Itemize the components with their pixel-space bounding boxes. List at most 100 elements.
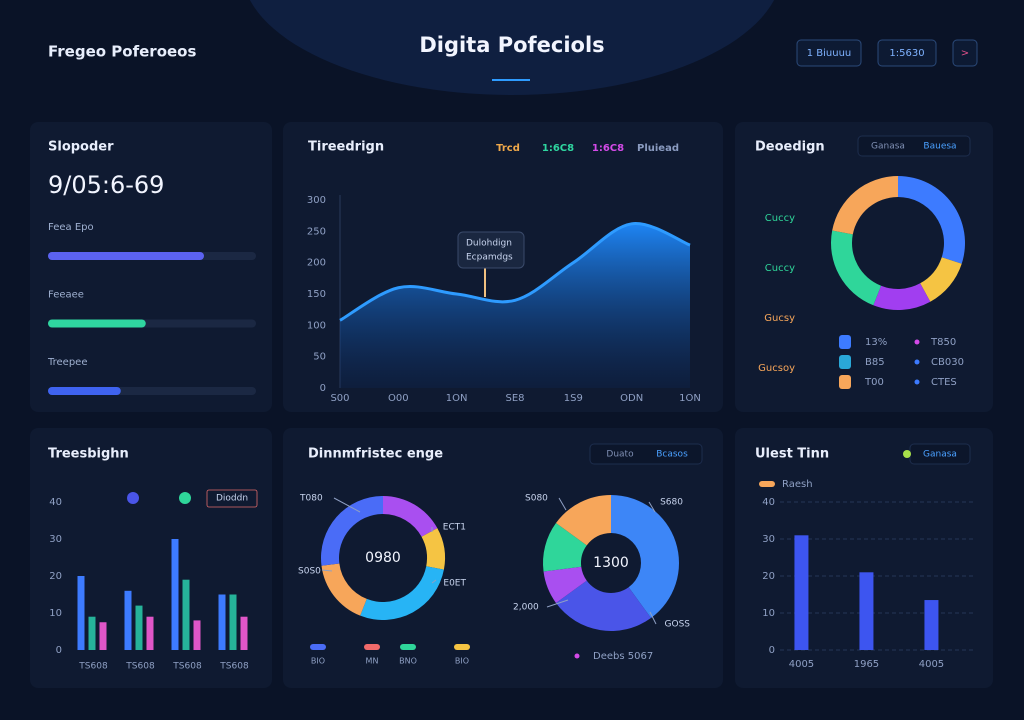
x-tick-label: O00 (388, 393, 409, 404)
legend-label: T00 (864, 377, 884, 388)
legend-label: T850 (930, 337, 956, 348)
line (339, 222, 691, 322)
donut-segment (873, 283, 931, 310)
legend-dot (914, 339, 920, 345)
tab[interactable]: Ganasa (871, 142, 905, 152)
y-tick-label: 100 (307, 320, 326, 331)
panel-title: Slopoder (48, 140, 114, 155)
legend-label: BNO (399, 657, 417, 666)
callout (333, 497, 361, 513)
legend-dot (914, 359, 920, 365)
x-tick-label: 4005 (919, 659, 944, 670)
tab[interactable]: Ganasa (923, 450, 957, 460)
y-tick-label: 10 (762, 608, 775, 619)
donut-label: ECT1 (443, 523, 466, 533)
legend-dot (574, 653, 580, 659)
donut-segment (555, 495, 611, 546)
donut-segment (898, 176, 965, 264)
header-glow (249, 0, 775, 95)
callout (431, 579, 437, 584)
progress-bar (48, 252, 204, 260)
y-tick-label: 0 (320, 383, 326, 394)
donut-segment (321, 496, 383, 566)
header-button[interactable] (877, 39, 937, 67)
panel-title: Deoedign (755, 140, 825, 155)
legend-chip (759, 481, 775, 487)
legend-chip (310, 644, 326, 650)
legend-item: 1:6C8 (592, 143, 624, 154)
legend-dot (179, 492, 191, 504)
bar (77, 576, 85, 650)
donut-label: S0S0 (298, 567, 321, 577)
y-tick-label: 0 (56, 645, 62, 656)
legend-chip (400, 644, 416, 650)
x-tick-label: 4005 (789, 659, 814, 670)
bar (924, 600, 939, 650)
donut-label: S680 (660, 498, 683, 508)
y-tick-label: 200 (307, 258, 326, 269)
header-button[interactable] (952, 39, 978, 67)
progress-label: Feea Epo (48, 222, 94, 233)
bar (193, 620, 201, 650)
legend-dot (914, 379, 920, 385)
tab[interactable]: Bcasos (656, 450, 688, 460)
tooltip-text: Dulohdign (466, 239, 512, 249)
legend-item: Pluiead (637, 143, 679, 154)
donut-label: S080 (525, 494, 548, 504)
x-tick-label: 1ON (446, 393, 468, 404)
tab-group (857, 135, 971, 157)
legend-label: Deebs 5067 (593, 651, 653, 662)
area (340, 223, 690, 388)
bar (229, 594, 237, 650)
donut-segment (831, 230, 882, 306)
button-label: > (961, 48, 969, 59)
x-tick-label: 1ON (679, 393, 701, 404)
y-tick-label: 30 (762, 534, 775, 545)
tab[interactable]: Bauesa (923, 142, 956, 152)
legend-label: BIO (311, 657, 325, 666)
donut-segment (543, 523, 587, 572)
panel-title: Dinnmfristec enge (308, 447, 443, 462)
donut-segment (832, 176, 898, 235)
y-tick-label: 20 (49, 571, 62, 582)
bar (135, 605, 143, 650)
center-label: 1300 (593, 555, 629, 571)
y-tick-label: 30 (49, 534, 62, 545)
callout (546, 599, 569, 608)
bar (794, 535, 809, 650)
donut-label: Gucsoy (758, 363, 795, 374)
bar (171, 539, 179, 650)
callout (648, 501, 656, 513)
y-tick-label: 40 (762, 497, 775, 508)
legend-item: Trcd (496, 143, 520, 154)
progress-bar (48, 387, 121, 395)
bar (240, 616, 248, 650)
callout (649, 611, 657, 625)
y-tick-label: 150 (307, 289, 326, 300)
progress-bar (48, 319, 146, 328)
y-tick-label: 250 (307, 226, 326, 237)
legend-label: MN (366, 657, 379, 666)
x-tick-label: TS608 (78, 662, 108, 672)
button-label: 1 Biuuuu (807, 48, 852, 59)
bar (99, 622, 107, 650)
legend-box (206, 489, 258, 508)
header-button[interactable] (796, 39, 862, 67)
progress-label: Treepee (47, 357, 88, 368)
donut-segment (555, 580, 651, 632)
donut-label: Cuccy (765, 263, 795, 274)
legend-label: 13% (865, 337, 887, 348)
progress-label: Feeaee (48, 290, 84, 301)
legend-chip (454, 644, 470, 650)
tab[interactable]: Duato (606, 450, 634, 460)
legend-swatch (839, 375, 851, 389)
bar (124, 590, 132, 650)
legend-swatch (839, 335, 851, 349)
page-title: Digita Pofeciols (419, 33, 604, 57)
y-tick-label: 300 (307, 195, 326, 206)
y-tick-label: 40 (49, 497, 62, 508)
legend-chip (364, 644, 380, 650)
x-tick-label: TS608 (219, 662, 249, 672)
